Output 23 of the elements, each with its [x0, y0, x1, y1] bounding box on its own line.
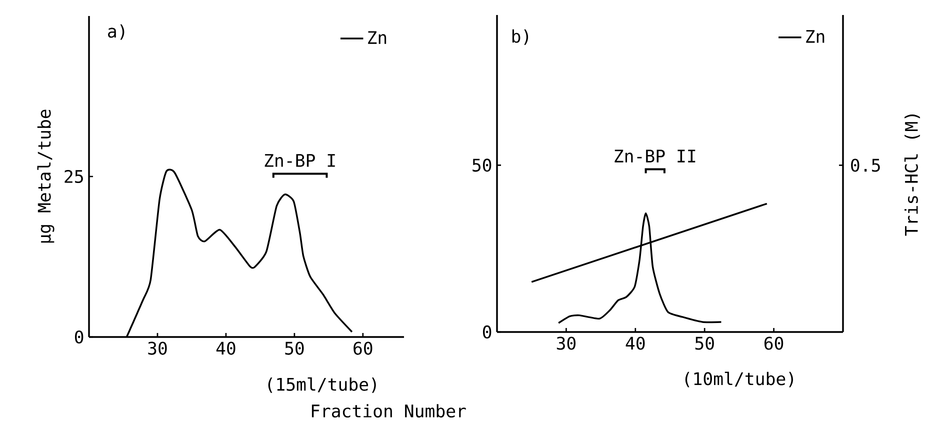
- legend-label: Zn: [806, 30, 824, 43]
- annotation: Zn-BP I: [264, 154, 335, 167]
- x-tick-label: 30: [148, 342, 167, 355]
- text: Fraction Number: [312, 404, 466, 418]
- x-tick-label: 50: [695, 336, 714, 350]
- x-tick-label: 40: [216, 342, 236, 355]
- x-axis-title: (15ml/tube): [268, 377, 376, 393]
- annotation: Zn-BP II: [614, 150, 696, 162]
- y-axis-title: Tris-HCl (M): [904, 114, 920, 236]
- x-tick-label: 60: [354, 342, 372, 355]
- y-tick-label: 0: [74, 330, 84, 344]
- x-tick-label: 40: [626, 336, 645, 350]
- chart-title: a): [108, 24, 124, 40]
- x-tick-label: 50: [285, 342, 304, 355]
- x-tick-label: 60: [764, 336, 784, 350]
- y-axis-title: μg Metal/tube: [37, 110, 54, 243]
- text: 0.5: [851, 158, 880, 172]
- y-tick-label: 0: [482, 325, 492, 339]
- text: b): [512, 29, 528, 45]
- x-tick-label: 30: [556, 336, 576, 350]
- y-tick-label: 25: [64, 170, 83, 184]
- x-axis-title: (10ml/tube): [685, 372, 793, 388]
- legend-label: Zn: [368, 31, 386, 44]
